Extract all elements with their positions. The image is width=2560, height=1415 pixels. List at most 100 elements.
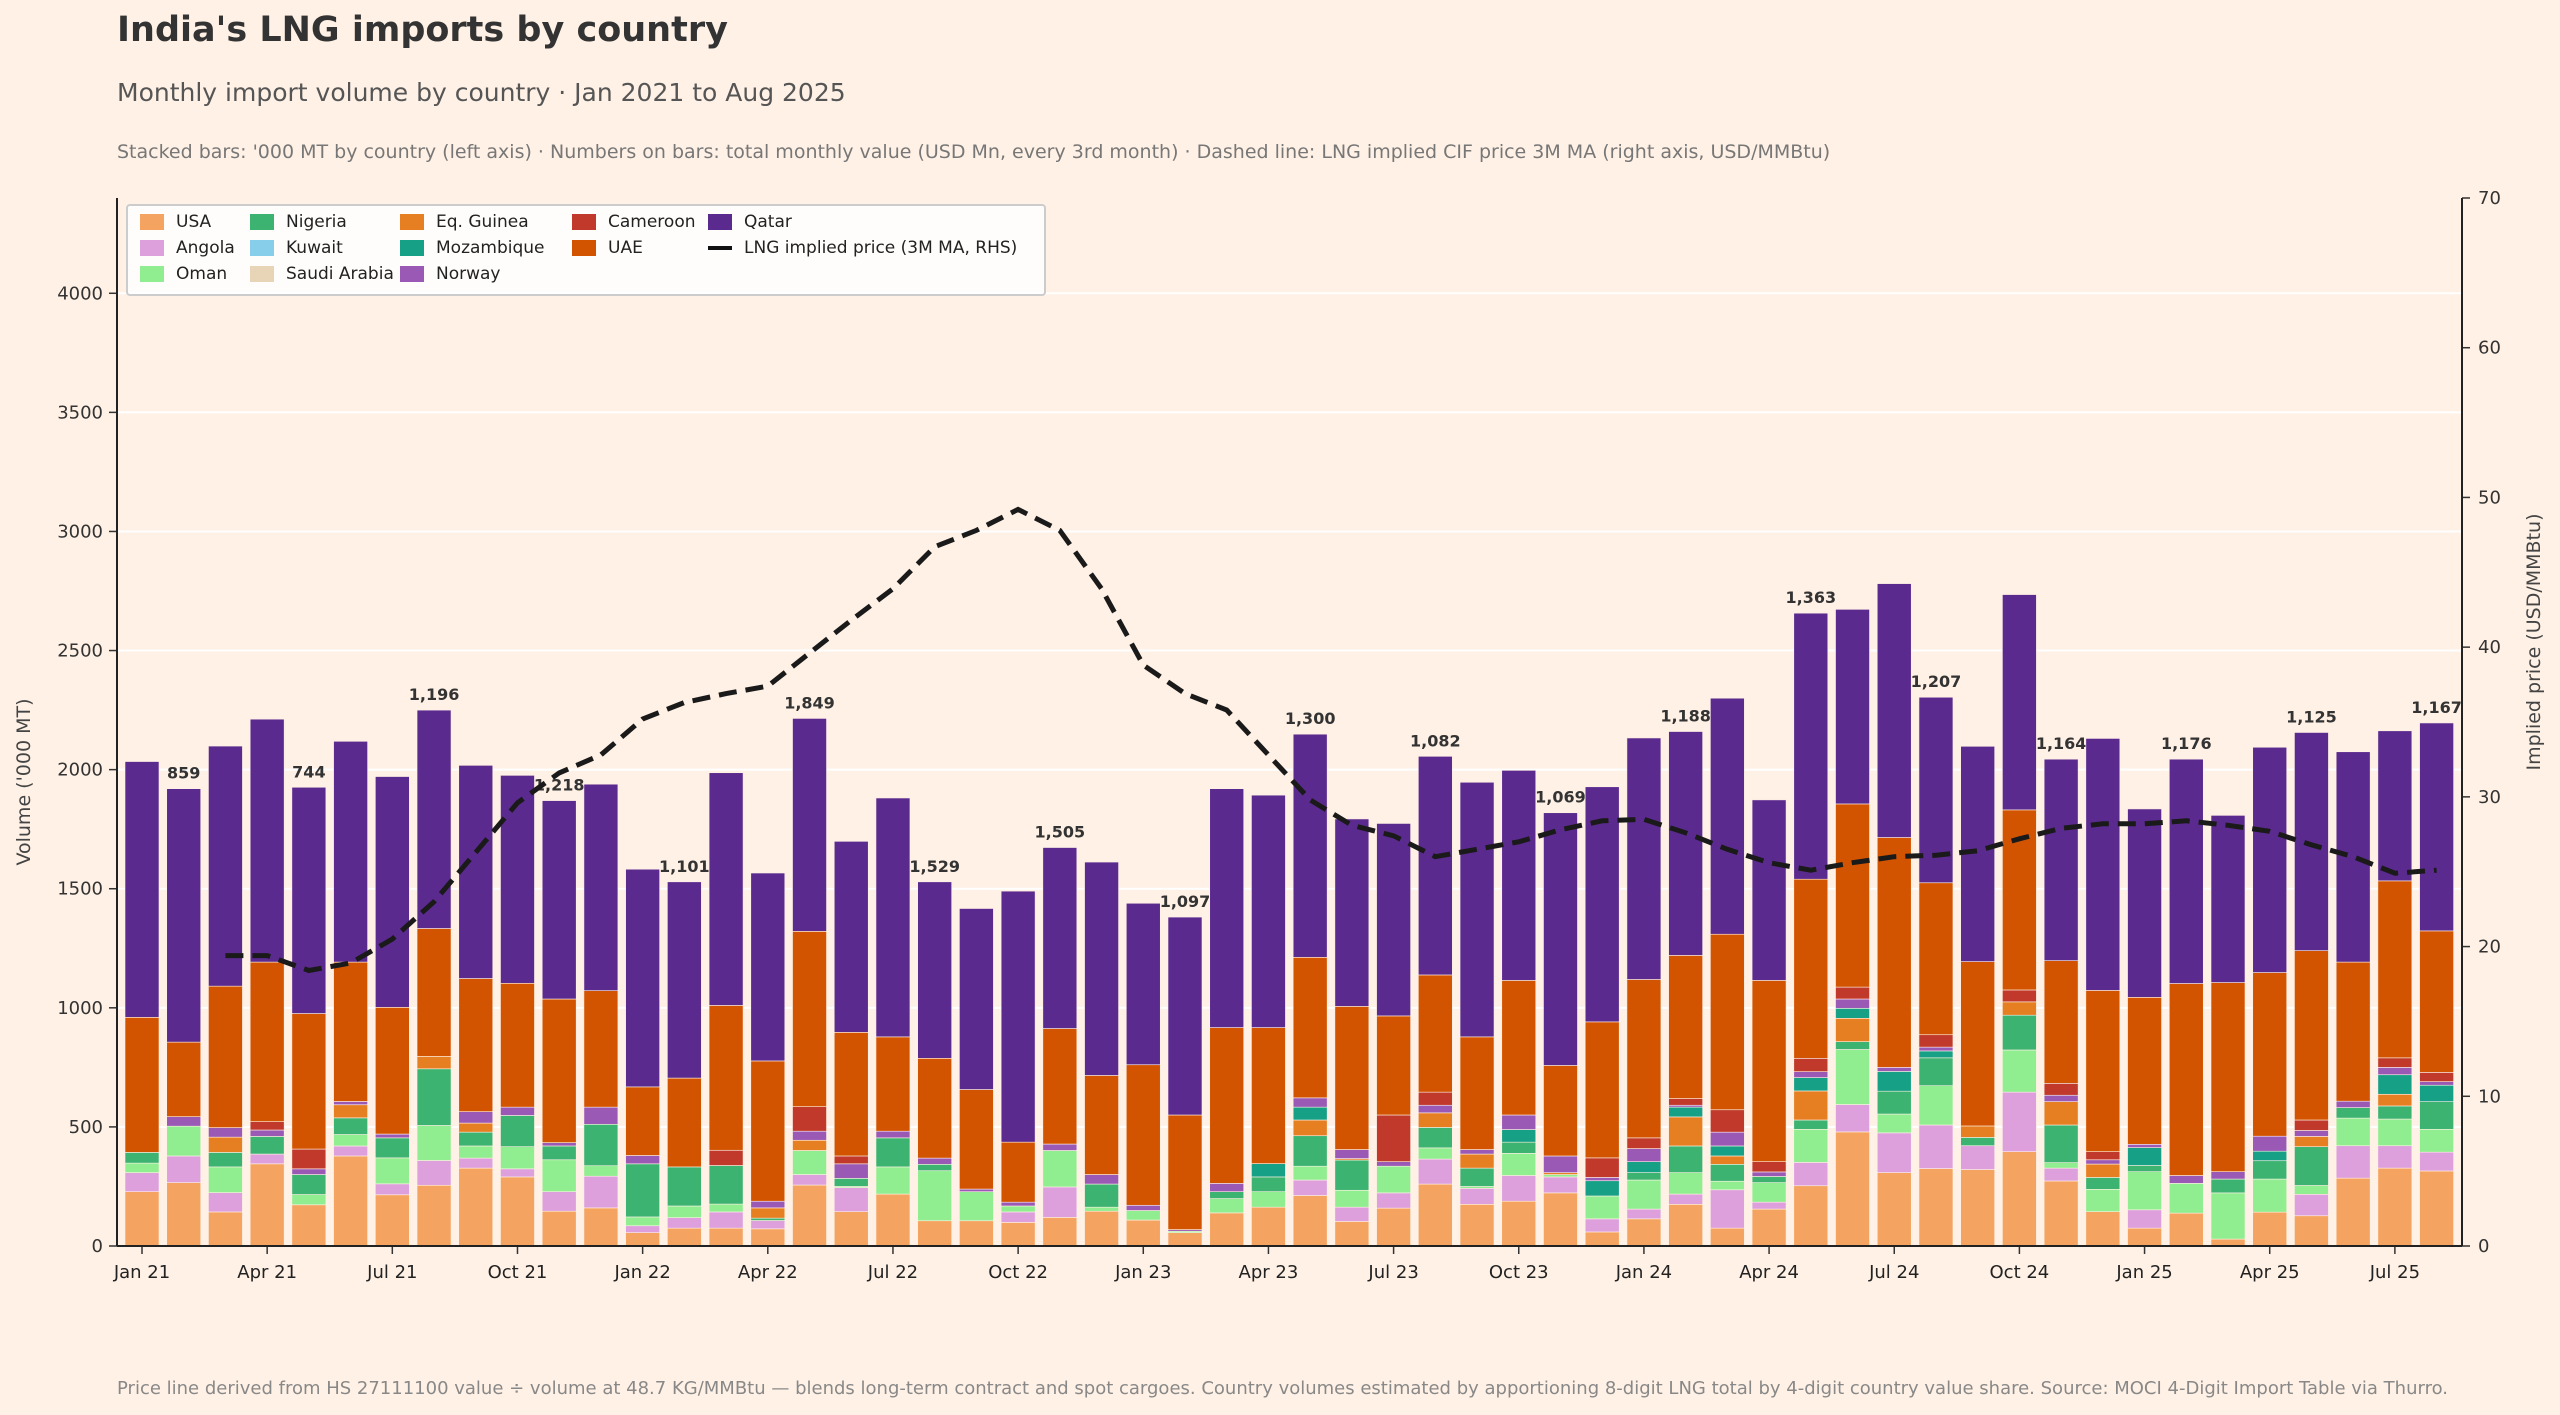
bar-segment-oman: [2419, 1128, 2454, 1153]
bar-segment-angola: [2002, 1091, 2037, 1152]
bar-value-label: 1,125: [2286, 707, 2337, 726]
bar-segment-qatar: [2210, 815, 2246, 983]
bar-segment-cameroon: [833, 1155, 869, 1165]
bar-segment-eq-guinea: [416, 1056, 452, 1070]
bar-segment-qatar: [333, 740, 368, 963]
bar-segment-uae: [541, 998, 577, 1143]
bar-segment-norway: [1626, 1148, 1662, 1162]
bar-segment-nigeria: [2002, 1014, 2037, 1051]
bar-segment-qatar: [2294, 732, 2329, 951]
bar-segment-oman: [375, 1157, 410, 1185]
bar-segment-usa: [1793, 1185, 1829, 1247]
bar-segment-norway: [1376, 1161, 1411, 1167]
bar-segment-eq-guinea: [333, 1104, 368, 1119]
bar-segment-norway: [1543, 1155, 1578, 1173]
bar-segment-norway: [875, 1130, 911, 1139]
bar-segment-cameroon: [1668, 1098, 1703, 1106]
bar-segment-uae: [1584, 1021, 1620, 1159]
bar-segment-uae: [1668, 955, 1703, 1099]
bar-segment-angola: [1292, 1179, 1328, 1196]
bar-segment-usa: [2002, 1151, 2037, 1247]
bar-segment-usa: [917, 1220, 952, 1247]
bar-segment-nigeria: [1626, 1172, 1662, 1181]
bar-segment-uae: [2335, 961, 2371, 1102]
bar-segment-qatar: [166, 788, 202, 1043]
bar-segment-nigeria: [291, 1174, 327, 1195]
bar-segment-usa: [1376, 1207, 1411, 1247]
x-tick-label: Apr 21: [237, 1262, 297, 1283]
bar-segment-norway: [1710, 1131, 1745, 1147]
bar-segment-uae: [1710, 933, 1745, 1111]
bar-segment-usa: [208, 1211, 243, 1247]
bar-segment-oman: [291, 1194, 327, 1206]
bar-segment-qatar: [959, 908, 994, 1090]
bar-segment-usa: [1543, 1192, 1578, 1247]
bar-segment-angola: [1334, 1206, 1370, 1222]
bar-segment-angola: [500, 1168, 535, 1178]
x-tick-label: Apr 23: [1239, 1262, 1299, 1283]
legend-item: Saudi Arabia: [250, 264, 394, 284]
bar-segment-norway: [208, 1127, 243, 1138]
x-tick-label: Jan 25: [2115, 1262, 2172, 1283]
bar-segment-angola: [375, 1183, 410, 1196]
bar-segment-uae: [625, 1086, 660, 1156]
bar-segment-angola: [166, 1155, 202, 1183]
bar-segment-norway: [1334, 1149, 1370, 1159]
bar-segment-nigeria: [500, 1115, 535, 1147]
bar-segment-usa: [1835, 1131, 1870, 1247]
bar-segment-eq-guinea: [2377, 1093, 2413, 1107]
bar-segment-qatar: [1584, 786, 1620, 1023]
bar-segment-oman: [1710, 1180, 1745, 1191]
bar-segment-uae: [708, 1005, 744, 1151]
bar-segment-oman: [458, 1145, 494, 1159]
bar-segment-norway: [541, 1142, 577, 1147]
bar-segment-cameroon: [2002, 989, 2037, 1003]
bar-segment-cameroon: [2043, 1083, 2079, 1096]
bar-segment-qatar: [1876, 583, 1912, 838]
legend-item: LNG implied price (3M MA, RHS): [708, 238, 1017, 258]
y-tick-label: 4000: [57, 283, 103, 304]
bar-segment-qatar: [208, 745, 243, 987]
legend-item: Cameroon: [572, 212, 696, 232]
bar-segment-angola: [2127, 1209, 2162, 1229]
bar-segment-angola: [1835, 1104, 1870, 1133]
bar-segment-angola: [625, 1225, 660, 1233]
bar-segment-oman: [708, 1203, 744, 1213]
bar-segment-oman: [416, 1125, 452, 1161]
bar-segment-qatar: [458, 765, 494, 979]
bar-segment-uae: [1376, 1015, 1411, 1116]
bar-segment-nigeria: [1459, 1167, 1495, 1187]
bar-segment-norway: [166, 1116, 202, 1127]
bar-segment-oman: [917, 1170, 952, 1222]
y2-tick-label: 20: [2478, 937, 2501, 958]
bar-segment-eq-guinea: [1710, 1155, 1745, 1165]
bar-segment-uae: [458, 978, 494, 1112]
bar-segment-oman: [1793, 1128, 1829, 1163]
bar-segment-uae: [1209, 1027, 1245, 1184]
bar-segment-norway: [750, 1200, 786, 1209]
legend-item: USA: [140, 212, 211, 232]
bar-segment-usa: [833, 1211, 869, 1247]
bar-segment-uae: [291, 1013, 327, 1150]
bar-value-label: 1,196: [409, 685, 460, 704]
bar-segment-uae: [249, 961, 285, 1122]
bar-segment-uae: [2252, 972, 2288, 1137]
bar-segment-qatar: [1459, 781, 1495, 1038]
bar-segment-angola: [416, 1160, 452, 1186]
bar-segment-norway: [291, 1168, 327, 1175]
bar-value-label: 1,097: [1160, 892, 1211, 911]
bar-segment-usa: [959, 1220, 994, 1247]
bar-segment-oman: [1292, 1165, 1328, 1181]
bar-segment-oman: [1918, 1085, 1954, 1126]
bar-segment-uae: [1501, 980, 1537, 1116]
bar-value-label: 744: [292, 762, 325, 781]
bar-segment-mozambique: [1710, 1145, 1745, 1157]
bar-segment-nigeria: [1418, 1127, 1453, 1149]
legend-label: Saudi Arabia: [286, 264, 394, 284]
y2-tick-label: 70: [2478, 188, 2501, 209]
bar-segment-usa: [1668, 1204, 1703, 1247]
bar-segment-oman: [1835, 1049, 1870, 1105]
bar-segment-oman: [2335, 1117, 2371, 1147]
bar-segment-nigeria: [875, 1137, 911, 1168]
bar-segment-uae: [2294, 950, 2329, 1121]
